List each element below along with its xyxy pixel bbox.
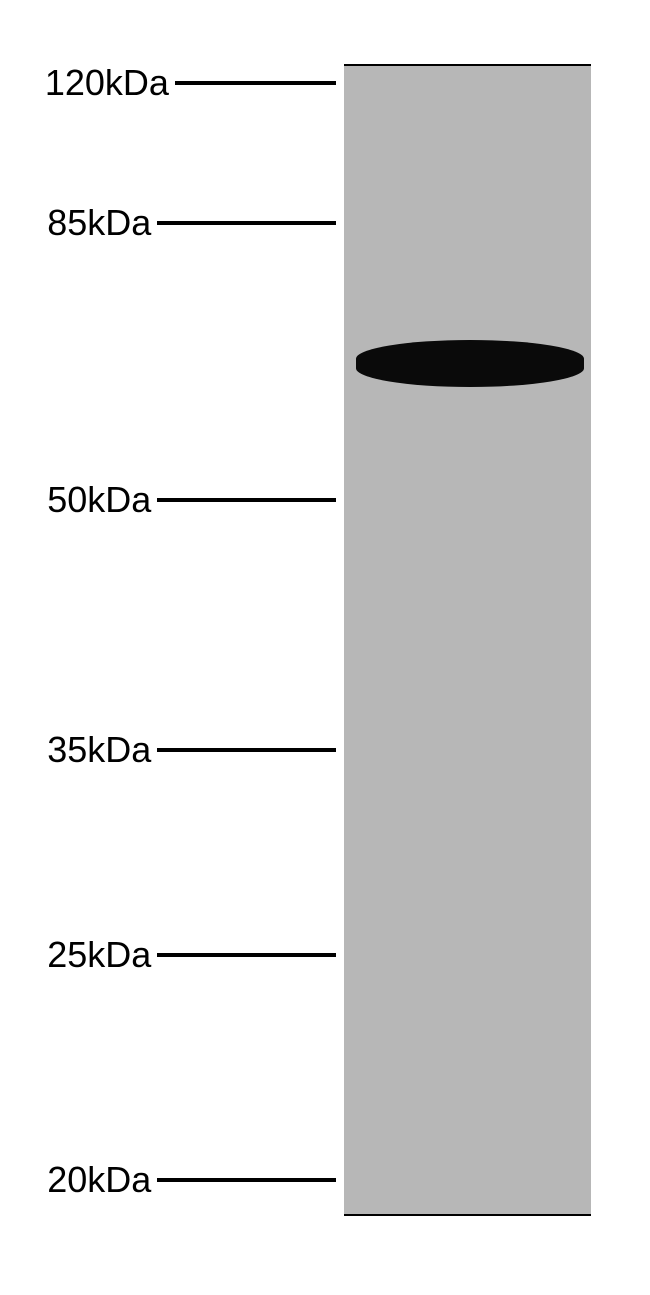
marker-row: 120kDa xyxy=(0,63,336,103)
marker-row: 35kDa xyxy=(0,730,336,770)
marker-row: 25kDa xyxy=(0,935,336,975)
marker-label: 85kDa xyxy=(0,205,151,241)
marker-row: 50kDa xyxy=(0,480,336,520)
lane-border-bottom xyxy=(344,1214,591,1216)
blot-lane xyxy=(344,64,591,1216)
marker-label: 120kDa xyxy=(0,65,169,101)
marker-tick xyxy=(157,748,336,752)
marker-tick xyxy=(175,81,336,85)
marker-label: 35kDa xyxy=(0,732,151,768)
lane-border-top xyxy=(344,64,591,66)
western-blot-figure: 120kDa 85kDa 50kDa 35kDa 25kDa 20kDa xyxy=(0,0,650,1295)
protein-band xyxy=(356,340,584,387)
marker-label: 50kDa xyxy=(0,482,151,518)
marker-row: 85kDa xyxy=(0,203,336,243)
marker-row: 20kDa xyxy=(0,1160,336,1200)
marker-label: 20kDa xyxy=(0,1162,151,1198)
marker-tick xyxy=(157,221,336,225)
marker-tick xyxy=(157,498,336,502)
marker-tick xyxy=(157,1178,336,1182)
marker-tick xyxy=(157,953,336,957)
marker-label: 25kDa xyxy=(0,937,151,973)
